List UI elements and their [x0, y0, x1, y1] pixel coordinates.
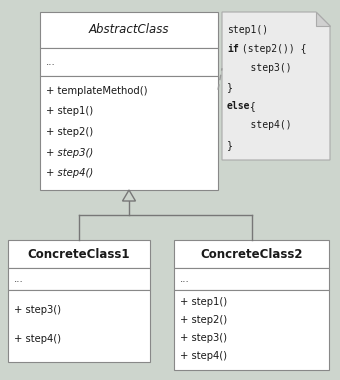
Bar	[8, 240, 150, 268]
Text: + step3(): + step3()	[46, 148, 93, 158]
Bar	[40, 48, 218, 76]
Polygon shape	[222, 12, 330, 160]
Text: + step4(): + step4()	[14, 334, 61, 344]
Text: }: }	[227, 82, 233, 92]
Text: + step4(): + step4()	[180, 351, 227, 361]
Bar	[174, 290, 329, 370]
Text: ...: ...	[46, 57, 56, 67]
Bar	[8, 268, 150, 290]
Text: }: }	[227, 140, 233, 150]
Text: ...: ...	[180, 274, 190, 284]
Text: if: if	[227, 44, 239, 54]
Text: (step2()) {: (step2()) {	[236, 44, 306, 54]
Text: + step4(): + step4()	[46, 168, 93, 179]
Text: ConcreteClass1: ConcreteClass1	[28, 247, 130, 261]
Text: ConcreteClass2: ConcreteClass2	[200, 247, 303, 261]
Text: + step2(): + step2()	[46, 127, 93, 137]
Text: + step3(): + step3()	[180, 333, 227, 343]
Bar	[8, 290, 150, 362]
Text: + templateMethod(): + templateMethod()	[46, 86, 148, 96]
Bar	[174, 240, 329, 268]
Polygon shape	[122, 190, 136, 201]
Text: {: {	[244, 101, 256, 111]
Text: ...: ...	[14, 274, 24, 284]
Polygon shape	[316, 12, 330, 26]
Text: step1(): step1()	[227, 25, 268, 35]
Bar	[40, 76, 218, 190]
Text: + step3(): + step3()	[14, 305, 61, 315]
Text: else: else	[227, 101, 251, 111]
Text: AbstractClass: AbstractClass	[89, 23, 169, 36]
Text: + step1(): + step1()	[46, 106, 93, 116]
Text: + step2(): + step2()	[180, 315, 227, 325]
Bar	[174, 268, 329, 290]
Text: step4(): step4()	[227, 120, 292, 130]
Text: + step1(): + step1()	[180, 298, 227, 307]
Bar	[40, 12, 218, 48]
Text: step3(): step3()	[227, 63, 292, 73]
